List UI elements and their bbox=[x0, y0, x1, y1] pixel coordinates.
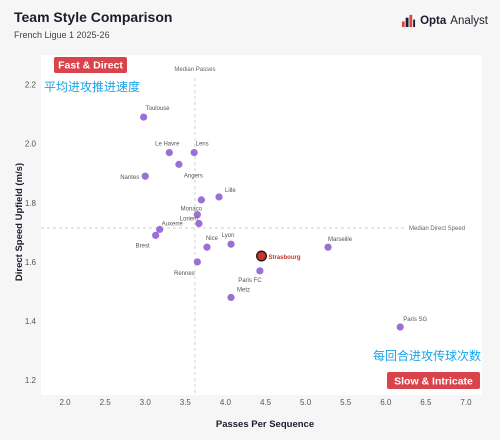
x-tick-label: 4.0 bbox=[220, 398, 232, 407]
point-le-havre bbox=[165, 148, 173, 157]
x-tick-label: 3.5 bbox=[180, 398, 192, 407]
passes-annotation-cn: 每回合进攻传球次数 bbox=[373, 348, 481, 363]
label-lyon: Lyon bbox=[222, 233, 235, 239]
opta-analyst-logo: Opta Analyst bbox=[401, 13, 488, 28]
chart-subtitle: French Ligue 1 2025-26 bbox=[14, 30, 110, 40]
point-rennes bbox=[193, 258, 201, 266]
point-unlabeled bbox=[197, 196, 205, 204]
x-tick-label: 5.0 bbox=[300, 398, 312, 407]
median-speed-label: Median Direct Speed bbox=[409, 226, 465, 232]
median-lines: Median Passes Median Direct Speed bbox=[41, 67, 465, 395]
point-lorient bbox=[195, 219, 203, 228]
x-tick-label: 5.5 bbox=[340, 398, 352, 407]
label-nice: Nice bbox=[206, 236, 219, 242]
point-paris-fc bbox=[256, 267, 264, 275]
label-metz: Metz bbox=[237, 287, 250, 293]
fast-direct-label: Fast & Direct bbox=[58, 60, 123, 72]
y-tick-label: 1.2 bbox=[25, 376, 37, 385]
logo-analyst-text: Analyst bbox=[450, 14, 488, 27]
slow-intricate-badge: Slow & Intricate bbox=[387, 372, 480, 389]
label-lille: Lille bbox=[225, 188, 236, 194]
axis-ticks: 2.0 2.5 3.0 3.5 4.0 4.5 5.0 5.5 6.0 6.5 7.0 1.2 1.4 1… bbox=[25, 81, 472, 407]
slow-intricate-badge-bg bbox=[387, 372, 480, 389]
point-lens bbox=[190, 148, 198, 157]
point-paris-sg bbox=[396, 323, 404, 331]
point-toulouse bbox=[140, 113, 148, 121]
label-le-havre: Le Havre bbox=[155, 142, 180, 148]
label-brest: Brest bbox=[136, 243, 150, 249]
point-lyon bbox=[227, 240, 235, 248]
median-passes-label: Median Passes bbox=[174, 67, 215, 73]
y-axis-label: Direct Speed Upfield (m/s) bbox=[14, 163, 25, 281]
label-monaco: Monaco bbox=[181, 207, 203, 213]
point-auxerre bbox=[156, 225, 164, 234]
point-marseille bbox=[324, 243, 332, 251]
point-strasbourg bbox=[256, 250, 268, 262]
label-lens: Lens bbox=[196, 142, 209, 148]
x-tick-label: 6.5 bbox=[420, 398, 432, 407]
y-tick-label: 1.6 bbox=[25, 258, 37, 267]
x-tick-label: 7.0 bbox=[460, 398, 472, 407]
point-brest bbox=[152, 231, 160, 239]
label-auxerre: Auxerre bbox=[162, 221, 184, 227]
point-monaco bbox=[193, 211, 201, 219]
label-strasbourg: Strasbourg bbox=[269, 255, 301, 261]
logo-opta-text: Opta bbox=[420, 14, 447, 27]
point-lille bbox=[215, 193, 223, 201]
x-tick-label: 4.5 bbox=[260, 398, 272, 407]
x-tick-label: 2.5 bbox=[100, 398, 112, 407]
y-tick-label: 1.4 bbox=[25, 317, 37, 326]
x-tick-label: 2.0 bbox=[59, 398, 71, 407]
point-angers bbox=[175, 160, 183, 168]
fast-direct-badge-bg bbox=[54, 57, 127, 73]
x-tick-label: 3.0 bbox=[140, 398, 152, 407]
y-tick-label: 2.2 bbox=[25, 81, 37, 90]
label-angers: Angers bbox=[184, 173, 203, 179]
point-metz bbox=[227, 293, 235, 302]
slow-intricate-label: Slow & Intricate bbox=[394, 376, 473, 388]
fast-direct-badge: Fast & Direct bbox=[54, 57, 127, 73]
label-paris-sg: Paris SG bbox=[403, 317, 427, 323]
label-toulouse: Toulouse bbox=[146, 106, 171, 112]
label-marseille: Marseille bbox=[328, 237, 353, 243]
data-points: Toulouse Le Havre Lens Angers Nantes Lille Mon… bbox=[120, 106, 428, 331]
point-nice bbox=[203, 243, 211, 251]
label-nantes: Nantes bbox=[120, 175, 139, 181]
label-rennes: Rennes bbox=[174, 271, 195, 277]
y-tick-label: 1.8 bbox=[25, 199, 37, 208]
speed-annotation-cn: 平均进攻推进速度 bbox=[44, 79, 140, 94]
point-nantes bbox=[141, 172, 149, 180]
y-tick-label: 2.0 bbox=[25, 140, 37, 149]
opta-logo-icon bbox=[402, 14, 416, 28]
x-axis-label: Passes Per Sequence bbox=[216, 419, 314, 430]
plot-area bbox=[41, 55, 482, 395]
chart-title: Team Style Comparison bbox=[14, 9, 173, 25]
label-lorient: Lorient bbox=[180, 217, 199, 223]
x-tick-label: 6.0 bbox=[380, 398, 392, 407]
label-paris-fc: Paris FC bbox=[238, 278, 262, 284]
